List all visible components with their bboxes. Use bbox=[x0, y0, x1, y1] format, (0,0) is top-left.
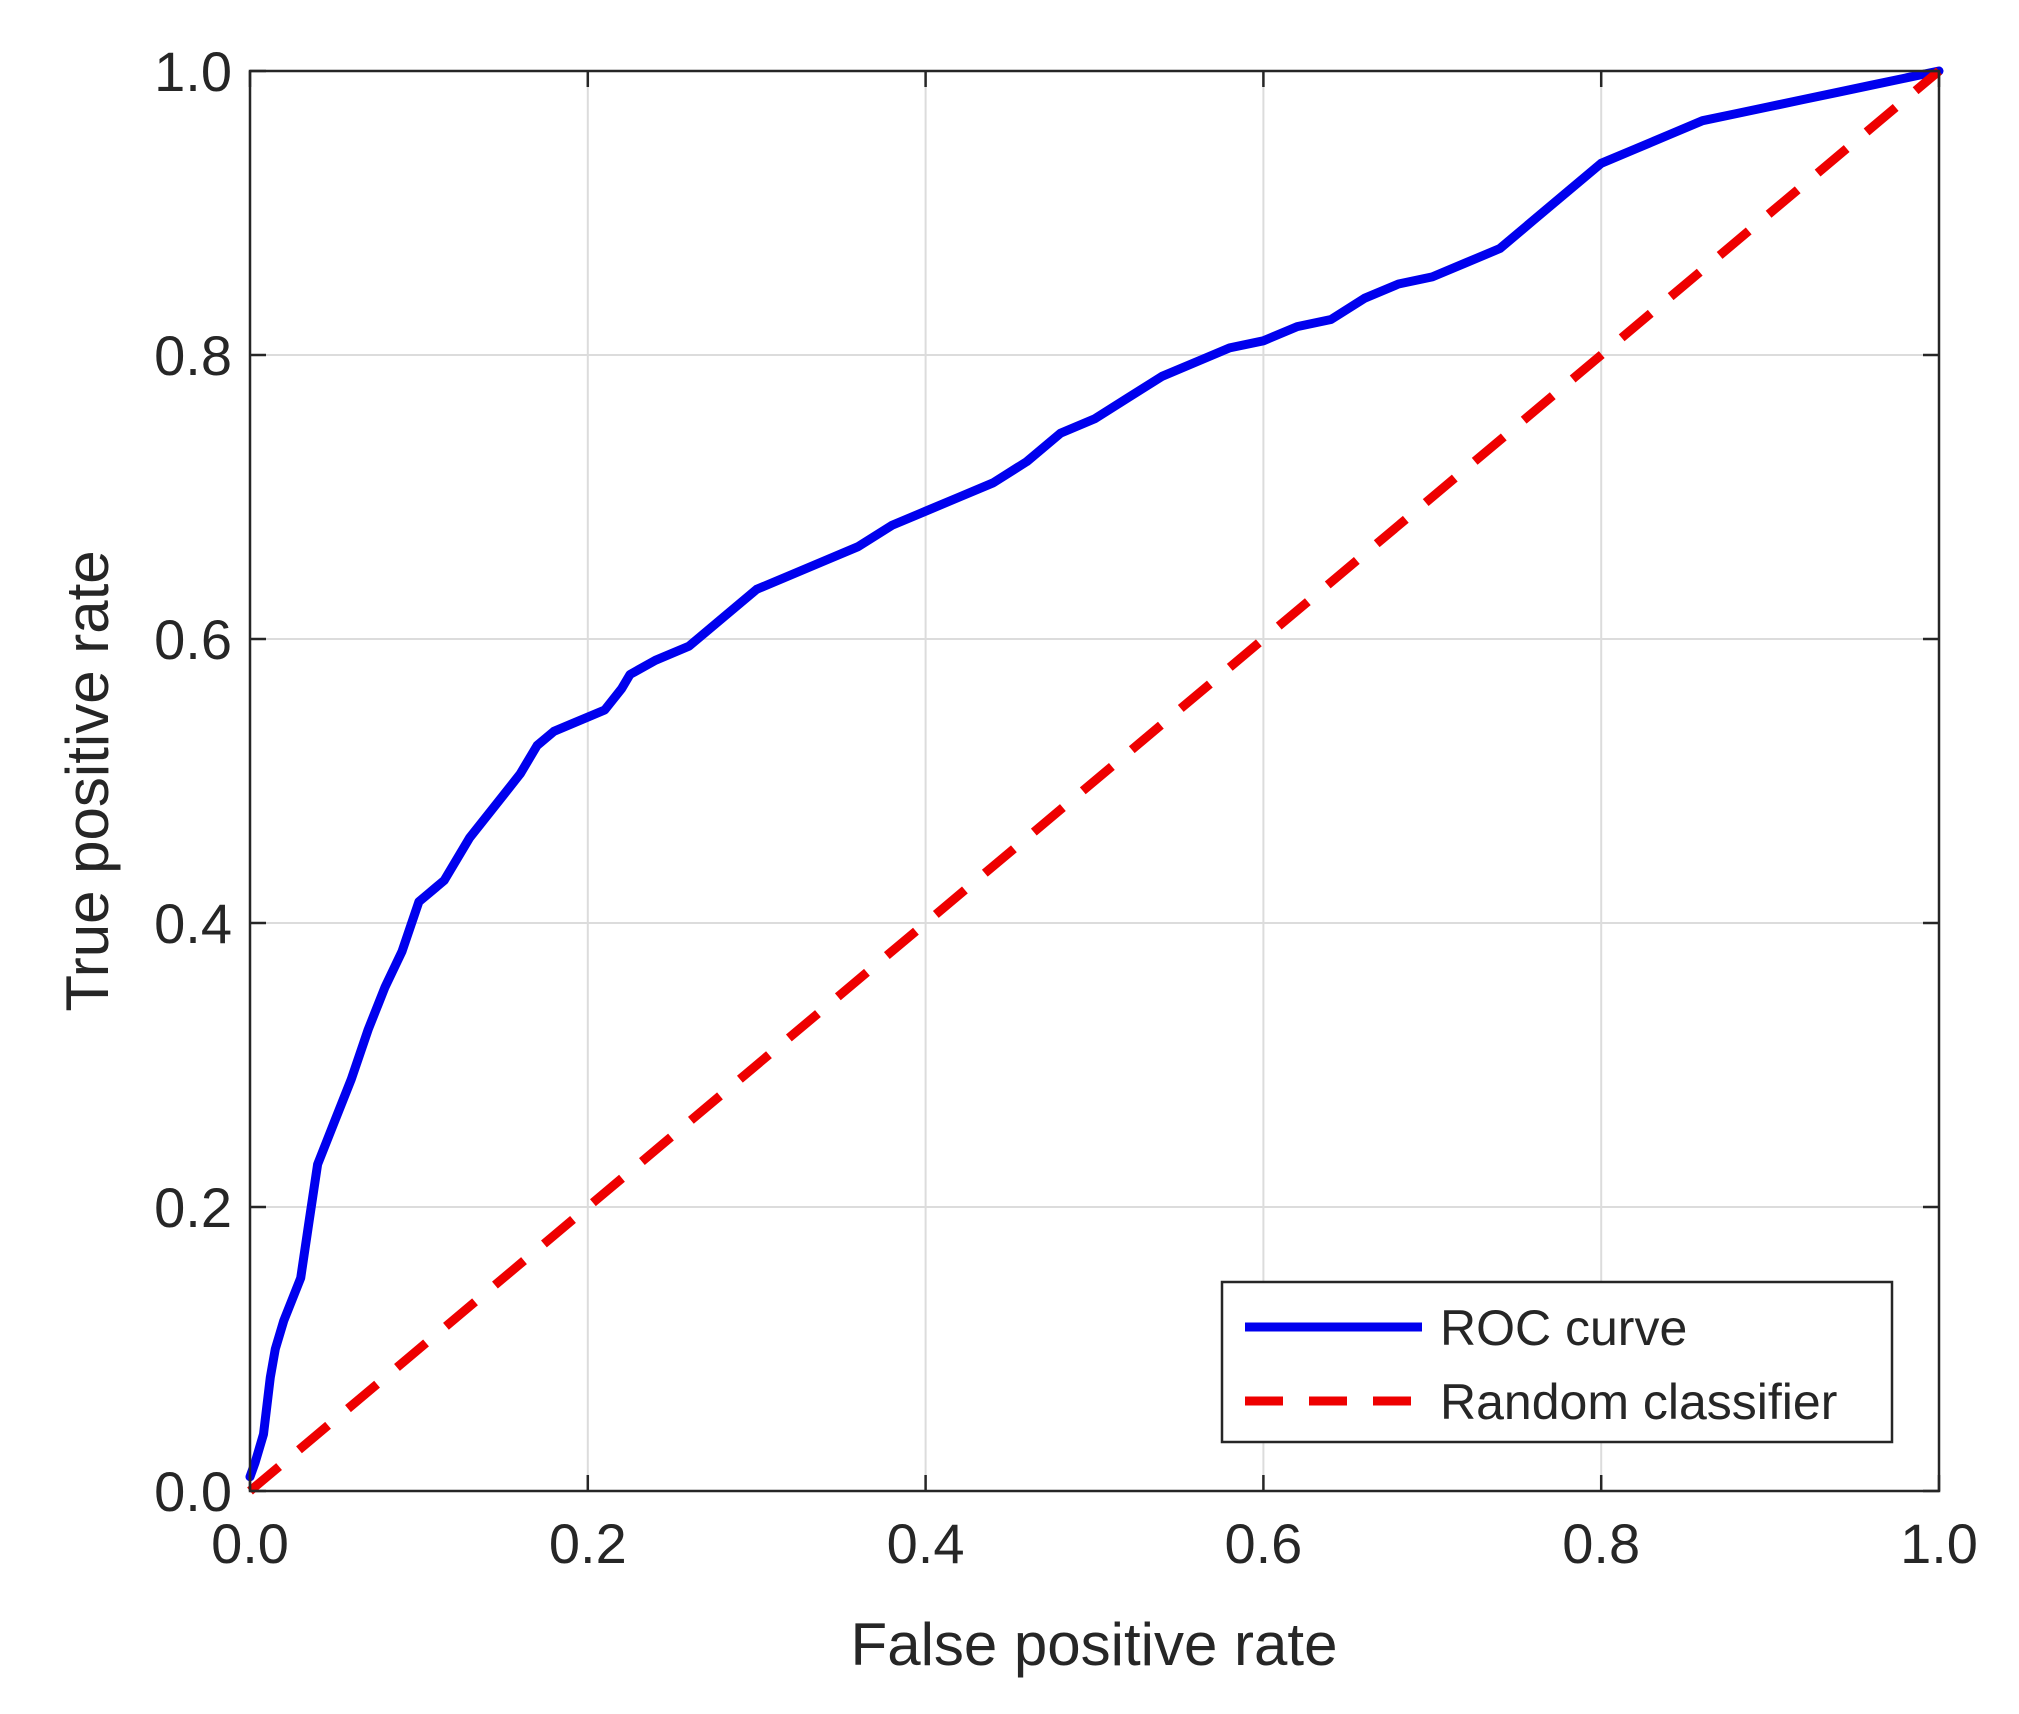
legend-label-roc-curve: ROC curve bbox=[1440, 1300, 1687, 1356]
legend: ROC curve Random classifier bbox=[1220, 1280, 1894, 1444]
x-tick-label: 0.8 bbox=[1562, 1512, 1640, 1575]
plot-frame bbox=[248, 69, 1941, 1493]
grid-lines bbox=[250, 71, 1939, 1491]
series-line-random-classifier bbox=[247, 67, 1942, 1495]
legend-label-random-classifier: Random classifier bbox=[1440, 1374, 1837, 1430]
y-tick-label: 0.2 bbox=[154, 1176, 232, 1239]
y-tick-label: 0.6 bbox=[154, 608, 232, 671]
y-tick-label: 1.0 bbox=[154, 40, 232, 103]
y-tick-label: 0.4 bbox=[154, 892, 232, 955]
series-layer bbox=[245, 66, 1944, 1495]
x-tick-label: 0.4 bbox=[887, 1512, 965, 1575]
y-axis-label: True positive rate bbox=[54, 550, 121, 1011]
x-axis-label: False positive rate bbox=[851, 1611, 1338, 1678]
x-tick-label: 0.2 bbox=[549, 1512, 627, 1575]
axis-ticks: 0.0 0.2 0.4 0.6 0.8 1.0 0.0 0.2 0.4 0.6 0.8 1.0 bbox=[154, 40, 1978, 1575]
series-line-roc-curve bbox=[245, 66, 1944, 1482]
y-tick-label: 0.0 bbox=[154, 1460, 232, 1523]
x-tick-label: 0.0 bbox=[211, 1512, 289, 1575]
x-tick-label: 0.6 bbox=[1224, 1512, 1302, 1575]
y-tick-label: 0.8 bbox=[154, 324, 232, 387]
legend-box bbox=[1220, 1280, 1894, 1444]
x-tick-label: 1.0 bbox=[1900, 1512, 1978, 1575]
